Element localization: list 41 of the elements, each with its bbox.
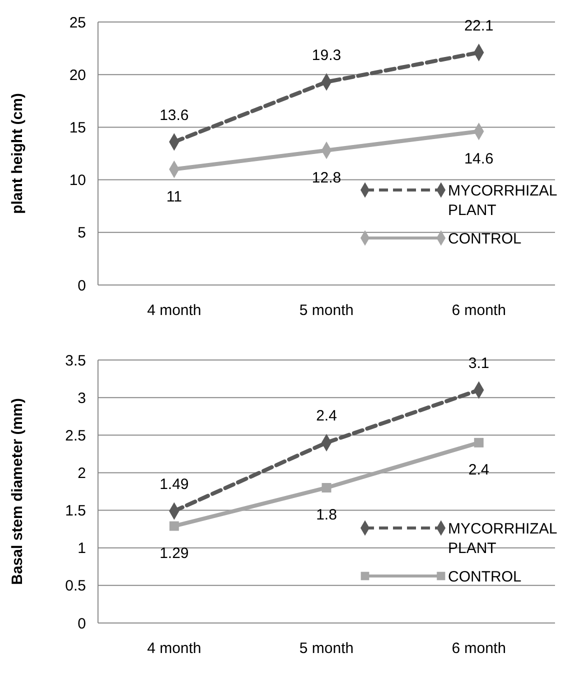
- x-tick-label: 6 month: [452, 302, 506, 319]
- legend-label: CONTROL: [448, 230, 522, 248]
- data-label: 2.4: [316, 408, 337, 425]
- y-tick-label: 2.5: [65, 427, 86, 444]
- legend-label: CONTROL: [448, 568, 522, 586]
- x-tick-label: 4 month: [147, 302, 202, 319]
- y-tick-label: 3: [78, 390, 86, 407]
- y-tick-label: 15: [69, 119, 86, 136]
- data-label: 12.8: [312, 169, 342, 186]
- y-tick-label: 3.5: [65, 352, 86, 370]
- data-label: 14.6: [464, 150, 494, 168]
- y-tick-label: 1.5: [65, 502, 86, 520]
- y-tick-label: 0: [78, 615, 86, 632]
- y-tick-label: 1: [78, 540, 86, 558]
- data-label: 1.29: [160, 545, 189, 562]
- data-label: 19.3: [312, 46, 342, 64]
- y-tick-label: 0.5: [65, 578, 86, 595]
- y-tick-label: 10: [69, 172, 86, 190]
- y-axis-title: plant height (cm): [9, 93, 26, 214]
- legend-label: MYCORRHIZAL PLANT: [448, 182, 558, 219]
- data-label: 1.49: [160, 476, 189, 494]
- data-label: 13.6: [160, 106, 189, 124]
- point: [322, 483, 332, 492]
- x-tick-label: 5 month: [299, 640, 354, 657]
- y-tick-label: 2: [78, 464, 86, 482]
- x-tick-label: 6 month: [452, 640, 506, 657]
- y-axis-title: Basal stem diameter (mm): [9, 398, 26, 585]
- data-label: 22.1: [464, 18, 494, 35]
- data-label: 3.1: [468, 355, 490, 372]
- x-tick-label: 5 month: [299, 302, 354, 319]
- point: [169, 521, 179, 531]
- legend-label: MYCORRHIZAL PLANT: [448, 520, 558, 557]
- y-tick-label: 20: [69, 66, 86, 84]
- data-label: 1.8: [316, 506, 337, 524]
- y-tick-label: 5: [78, 224, 86, 242]
- x-tick-label: 4 month: [147, 640, 202, 657]
- data-label: 2.4: [468, 462, 490, 479]
- y-tick-label: 0: [78, 277, 86, 294]
- point: [474, 438, 484, 448]
- y-tick-label: 25: [69, 14, 86, 32]
- data-label: 11: [166, 188, 182, 206]
